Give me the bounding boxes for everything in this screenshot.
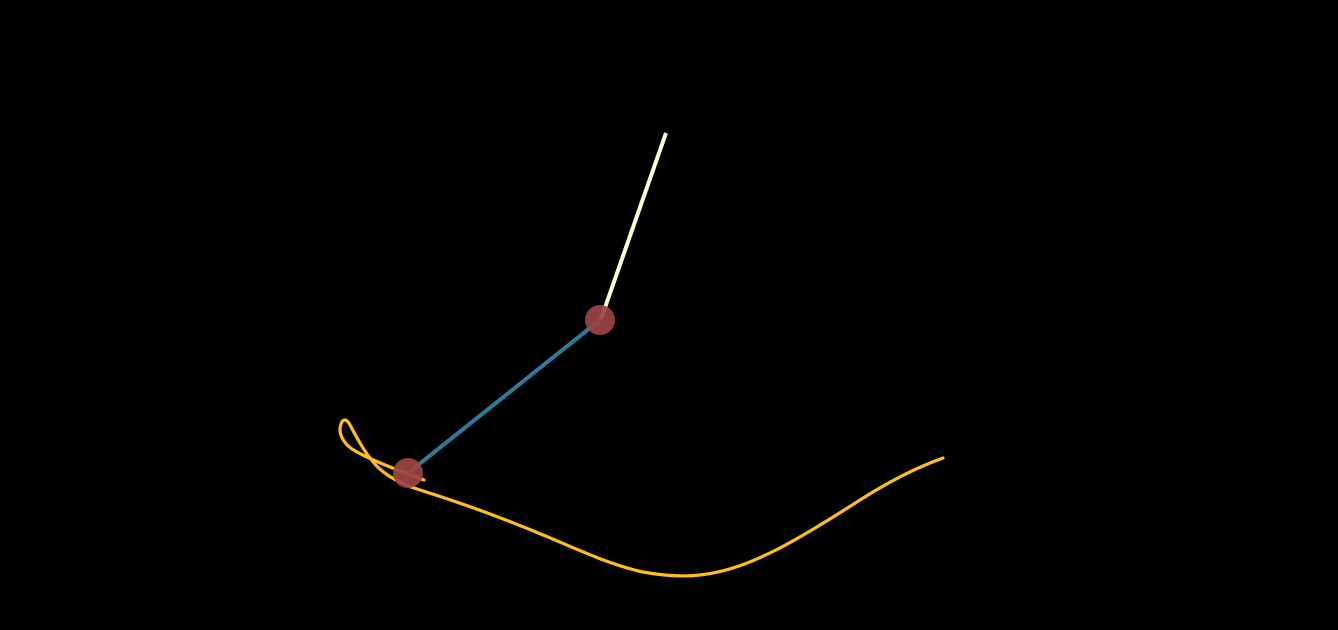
middle-joint-bob — [585, 305, 615, 335]
pendulum-trace-path — [338, 418, 945, 578]
lower-arm-rod — [406, 318, 602, 475]
upper-arm-rod — [599, 132, 668, 320]
end-joint-bob — [393, 458, 423, 488]
